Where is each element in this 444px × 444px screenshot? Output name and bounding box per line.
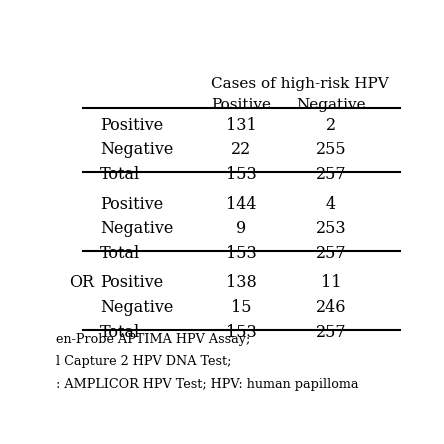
Text: 9: 9 xyxy=(236,221,246,238)
Text: 144: 144 xyxy=(226,195,257,213)
Text: 153: 153 xyxy=(226,166,257,183)
Text: 257: 257 xyxy=(316,246,346,262)
Text: : AMPLICOR HPV Test; HPV: human papilloma: : AMPLICOR HPV Test; HPV: human papillom… xyxy=(56,377,358,391)
Text: Total: Total xyxy=(100,325,140,341)
Text: 2: 2 xyxy=(326,116,336,134)
Text: OR: OR xyxy=(69,274,95,291)
Text: Total: Total xyxy=(100,246,140,262)
Text: 11: 11 xyxy=(321,274,341,291)
Text: 255: 255 xyxy=(316,142,346,159)
Text: Positive: Positive xyxy=(100,195,163,213)
Text: 153: 153 xyxy=(226,246,257,262)
Text: l Capture 2 HPV DNA Test;: l Capture 2 HPV DNA Test; xyxy=(56,355,231,369)
Text: Negative: Negative xyxy=(296,98,365,112)
Text: Total: Total xyxy=(100,166,140,183)
Text: en-Probe APTIMA HPV Assay;: en-Probe APTIMA HPV Assay; xyxy=(56,333,250,346)
Text: 4: 4 xyxy=(326,195,336,213)
Text: 22: 22 xyxy=(231,142,251,159)
Text: 15: 15 xyxy=(231,299,252,317)
Text: Negative: Negative xyxy=(100,299,174,317)
Text: 257: 257 xyxy=(316,166,346,183)
Text: 153: 153 xyxy=(226,325,257,341)
Text: Negative: Negative xyxy=(100,221,174,238)
Text: Negative: Negative xyxy=(100,142,174,159)
Text: 257: 257 xyxy=(316,325,346,341)
Text: 131: 131 xyxy=(226,116,257,134)
Text: Cases of high-risk HPV: Cases of high-risk HPV xyxy=(211,77,388,91)
Text: 246: 246 xyxy=(316,299,346,317)
Text: 138: 138 xyxy=(226,274,257,291)
Text: Positive: Positive xyxy=(100,116,163,134)
Text: Positive: Positive xyxy=(100,274,163,291)
Text: Positive: Positive xyxy=(211,98,271,112)
Text: 253: 253 xyxy=(316,221,346,238)
